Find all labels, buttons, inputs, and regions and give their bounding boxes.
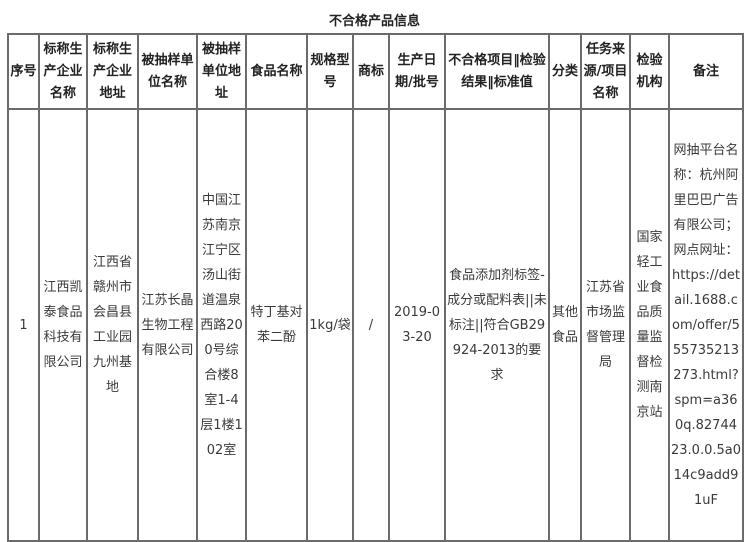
cell-sampled-unit-address: 中国江苏南京江宁区汤山街道温泉西路200号综合楼8室1-4层1楼102室 <box>196 108 247 542</box>
header-row: 序号 标称生产企业名称 标称生产企业地址 被抽样单位名称 被抽样单位地址 食品名… <box>7 33 744 110</box>
header-sampled-unit-address: 被抽样单位地址 <box>196 33 247 110</box>
header-remarks: 备注 <box>668 33 744 110</box>
header-task-source: 任务来源/项目名称 <box>580 33 631 110</box>
header-trademark: 商标 <box>352 33 390 110</box>
cell-inspection-agency: 国家轻工业食品质量监督检测南京站 <box>629 108 670 542</box>
cell-category: 其他食品 <box>548 108 582 542</box>
cell-sampled-unit-name: 江苏长晶生物工程有限公司 <box>137 108 198 542</box>
header-index: 序号 <box>7 33 40 110</box>
cell-nonconforming-item: 食品添加剂标签-成分或配料表||未标注||符合GB29924-2013的要求 <box>444 108 550 542</box>
table-row: 1 江西凯泰食品科技有限公司 江西省赣州市会昌县工业园九州基地 江苏长晶生物工程… <box>7 108 744 542</box>
header-nonconforming-item: 不合格项目‖检验结果‖标准值 <box>444 33 550 110</box>
cell-trademark: / <box>352 108 390 542</box>
cell-spec: 1kg/袋 <box>306 108 354 542</box>
cell-food-name: 特丁基对苯二酚 <box>245 108 308 542</box>
table-title: 不合格产品信息 <box>328 14 420 29</box>
nonconforming-products-table: 序号 标称生产企业名称 标称生产企业地址 被抽样单位名称 被抽样单位地址 食品名… <box>7 33 744 542</box>
cell-remarks: 网抽平台名称：杭州阿里巴巴广告有限公司；网点网址：https://detail.… <box>668 108 744 542</box>
header-category: 分类 <box>548 33 582 110</box>
header-food-name: 食品名称 <box>245 33 308 110</box>
cell-production-date: 2019-03-20 <box>388 108 446 542</box>
header-sampled-unit-name: 被抽样单位名称 <box>137 33 198 110</box>
header-manufacturer-name: 标称生产企业名称 <box>38 33 88 110</box>
cell-task-source: 江苏省市场监督管理局 <box>580 108 631 542</box>
header-production-date: 生产日期/批号 <box>388 33 446 110</box>
header-inspection-agency: 检验机构 <box>629 33 670 110</box>
cell-manufacturer-name: 江西凯泰食品科技有限公司 <box>38 108 88 542</box>
cell-index: 1 <box>7 108 40 542</box>
cell-manufacturer-address: 江西省赣州市会昌县工业园九州基地 <box>86 108 139 542</box>
header-spec: 规格型号 <box>306 33 354 110</box>
header-manufacturer-address: 标称生产企业地址 <box>86 33 139 110</box>
